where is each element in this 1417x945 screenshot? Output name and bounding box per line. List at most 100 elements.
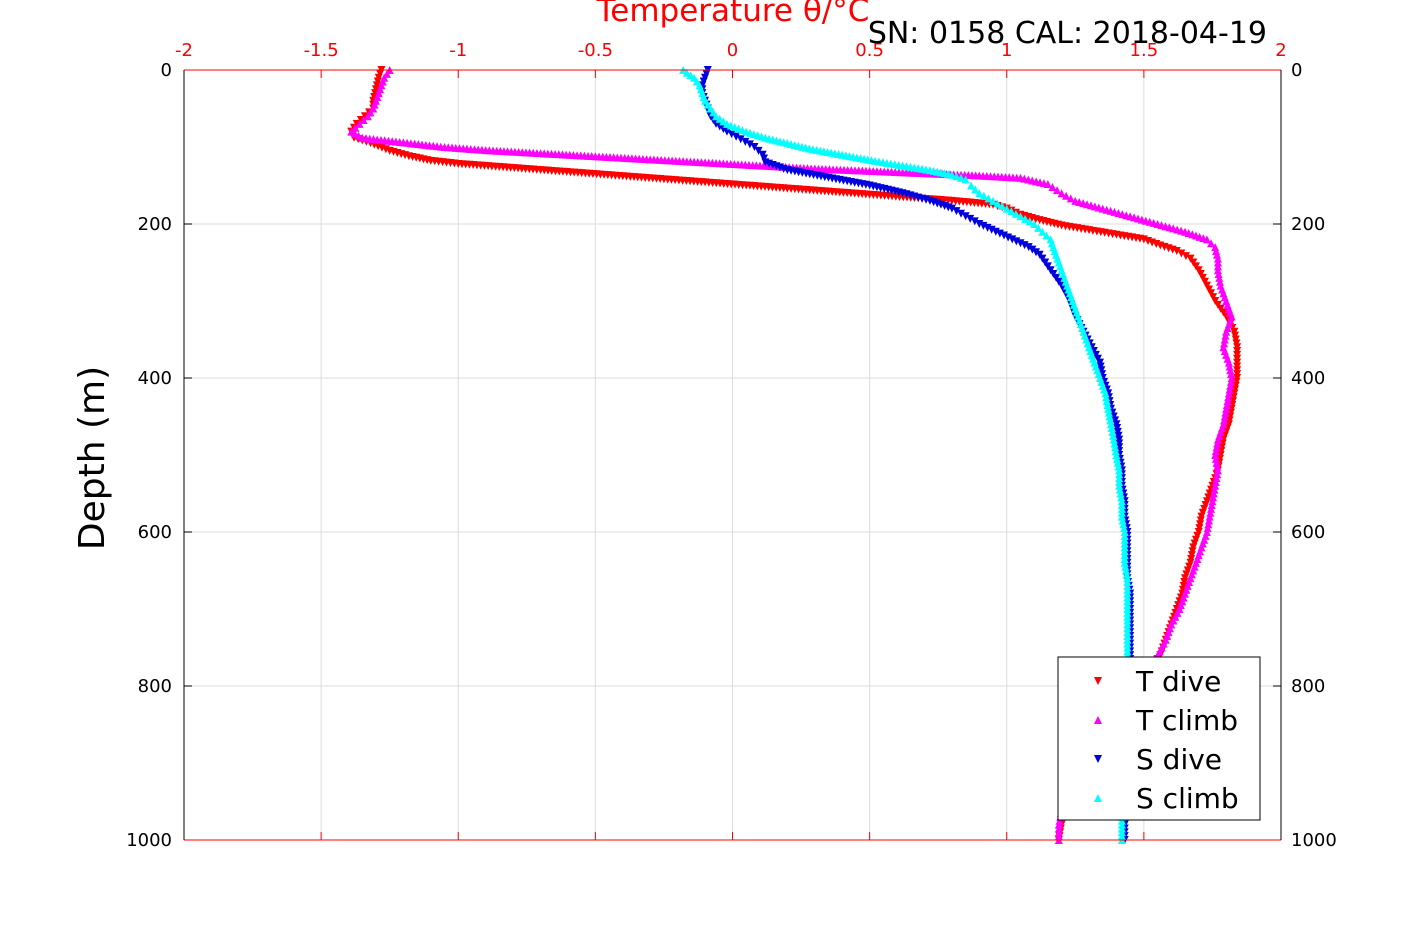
data-point <box>1222 404 1231 413</box>
data-point <box>727 130 736 139</box>
data-point <box>1034 223 1043 232</box>
data-point <box>1028 245 1037 254</box>
data-point <box>1119 524 1128 533</box>
data-point <box>1209 489 1218 498</box>
data-point <box>1066 194 1075 203</box>
legend-label: S dive <box>1136 743 1222 776</box>
data-point <box>952 172 961 181</box>
data-point <box>1106 420 1115 429</box>
data-point <box>1213 435 1222 444</box>
data-point <box>363 112 372 121</box>
data-point <box>1211 243 1220 252</box>
data-point <box>1213 250 1222 259</box>
data-point <box>1057 189 1066 198</box>
chart-title: Temperature θ/°C <box>596 0 870 29</box>
x-tick-label: -0.5 <box>578 40 613 61</box>
data-point <box>1062 191 1071 200</box>
data-point <box>1115 481 1124 490</box>
data-point <box>1222 327 1231 336</box>
y-tick-label-left: 0 <box>161 60 172 81</box>
data-point <box>1048 183 1057 192</box>
data-point <box>947 170 956 179</box>
legend-label: T dive <box>1135 665 1221 698</box>
data-point <box>1213 266 1222 275</box>
data-point <box>745 140 754 149</box>
y-tick-label-right: 800 <box>1291 676 1325 697</box>
data-point <box>1122 570 1131 579</box>
y-tick-label-right: 1000 <box>1291 830 1337 851</box>
data-point <box>1204 520 1213 529</box>
data-point <box>1053 186 1062 195</box>
data-point <box>971 185 980 194</box>
data-point <box>1114 462 1123 471</box>
data-point <box>1227 374 1236 382</box>
data-point <box>1212 443 1221 452</box>
data-point <box>1211 447 1220 456</box>
legend-marker <box>1094 794 1102 802</box>
data-point <box>1106 416 1115 425</box>
data-point <box>1212 246 1221 255</box>
y-tick-label-right: 400 <box>1291 368 1325 389</box>
series-s-climb <box>679 66 1132 844</box>
data-point <box>1211 451 1220 459</box>
data-point <box>1117 493 1126 502</box>
data-point <box>1109 435 1118 444</box>
data-point <box>1207 501 1216 510</box>
data-point <box>1122 566 1131 575</box>
data-point <box>1102 393 1111 402</box>
data-point <box>1207 239 1216 248</box>
data-point <box>1226 377 1235 386</box>
data-point <box>1225 362 1234 371</box>
data-point <box>1223 397 1232 406</box>
data-point <box>1030 220 1039 228</box>
data-point <box>1212 458 1221 467</box>
data-point <box>1104 408 1113 417</box>
x-tick-label: 0 <box>727 40 738 61</box>
data-point <box>1220 412 1229 421</box>
legend-marker <box>1094 677 1102 685</box>
data-point <box>1205 512 1214 521</box>
y-tick-label-left: 800 <box>138 676 172 697</box>
data-point <box>1220 335 1229 344</box>
data-point <box>1215 277 1224 286</box>
data-point <box>998 202 1007 211</box>
data-point <box>1226 366 1235 375</box>
data-point <box>1118 516 1127 525</box>
data-point <box>1211 454 1220 463</box>
data-point <box>1220 416 1229 425</box>
data-point <box>952 207 961 216</box>
data-point <box>1226 381 1235 390</box>
data-point <box>1220 339 1229 348</box>
data-point <box>1112 451 1121 459</box>
data-point <box>1213 470 1222 479</box>
data-point <box>1205 516 1214 525</box>
legend-label: T climb <box>1135 704 1238 737</box>
data-point <box>1108 427 1117 436</box>
data-point <box>966 214 975 223</box>
data-point <box>741 137 750 146</box>
data-point <box>1107 424 1116 433</box>
data-point <box>1024 243 1033 252</box>
data-point <box>351 123 360 132</box>
data-point <box>993 199 1002 208</box>
data-point <box>1215 273 1224 282</box>
data-point <box>1102 397 1111 406</box>
serial-calibration-annotation: SN: 0158 CAL: 2018-04-19 <box>868 16 1267 51</box>
data-point <box>989 196 998 205</box>
data-point <box>1203 524 1212 533</box>
data-point <box>979 191 988 200</box>
data-point <box>1211 477 1220 486</box>
data-point <box>1212 474 1221 483</box>
data-point <box>1208 497 1217 506</box>
x-tick-label: -2 <box>175 40 193 61</box>
data-point <box>1105 412 1114 421</box>
data-point <box>1104 404 1113 413</box>
data-point <box>1177 249 1186 258</box>
data-point <box>1025 217 1034 226</box>
data-point <box>970 217 979 226</box>
data-point <box>1119 520 1128 529</box>
data-point <box>1110 439 1119 448</box>
data-point <box>1002 204 1011 213</box>
data-point <box>1209 493 1218 502</box>
